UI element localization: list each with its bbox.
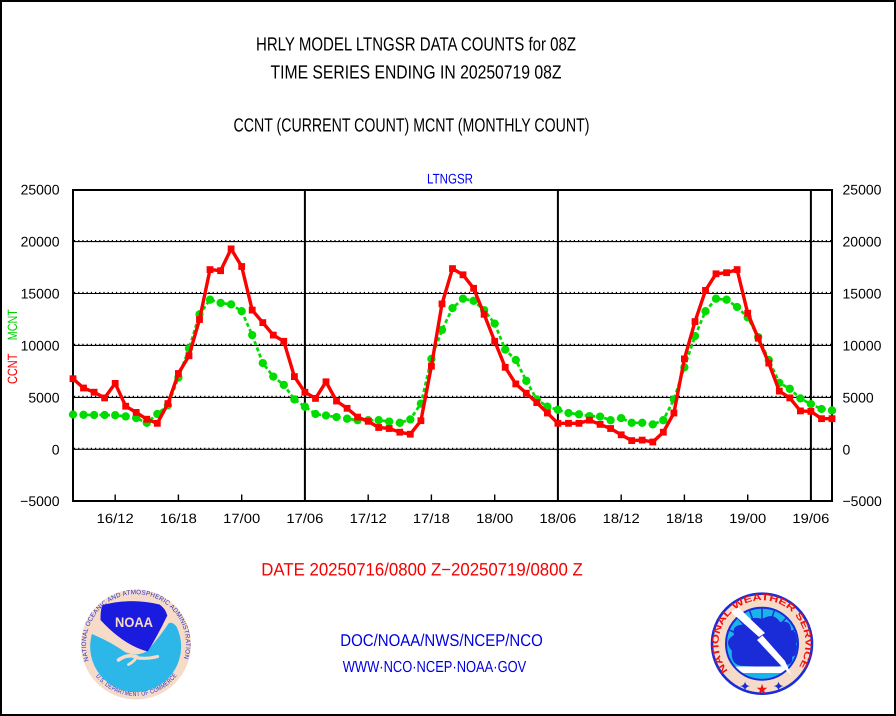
svg-text:WWW·NCO·NCEP·NOAA·GOV: WWW·NCO·NCEP·NOAA·GOV — [343, 659, 527, 676]
svg-text:5000: 5000 — [843, 389, 874, 405]
svg-text:18/12: 18/12 — [603, 511, 640, 526]
svg-text:5000: 5000 — [28, 389, 59, 405]
svg-text:18/06: 18/06 — [539, 511, 576, 526]
svg-text:TIME SERIES ENDING IN 20250719: TIME SERIES ENDING IN 20250719 08Z — [271, 63, 562, 84]
svg-text:20000: 20000 — [21, 234, 60, 250]
svg-text:16/12: 16/12 — [97, 511, 134, 526]
svg-text:MCNT: MCNT — [5, 309, 20, 340]
svg-text:CCNT (CURRENT COUNT) MCNT (MON: CCNT (CURRENT COUNT) MCNT (MONTHLY COUNT… — [234, 116, 590, 137]
svg-text:LTNGSR: LTNGSR — [427, 171, 473, 187]
svg-text:20000: 20000 — [843, 234, 882, 250]
svg-text:19/06: 19/06 — [792, 511, 829, 526]
svg-text:16/18: 16/18 — [160, 511, 197, 526]
svg-text:0: 0 — [52, 441, 60, 457]
svg-text:✦: ✦ — [739, 679, 751, 694]
svg-text:✦: ✦ — [773, 679, 785, 694]
svg-text:18/18: 18/18 — [666, 511, 703, 526]
svg-text:25000: 25000 — [843, 182, 882, 198]
svg-text:10000: 10000 — [21, 337, 60, 353]
svg-text:−5000: −5000 — [843, 493, 883, 509]
svg-text:DATE 20250716/0800 Z−20250719/: DATE 20250716/0800 Z−20250719/0800 Z — [261, 560, 583, 580]
svg-text:19/00: 19/00 — [729, 511, 766, 526]
svg-text:15000: 15000 — [21, 286, 60, 302]
svg-text:★: ★ — [756, 681, 769, 697]
svg-text:10000: 10000 — [843, 337, 882, 353]
svg-text:18/00: 18/00 — [476, 511, 513, 526]
svg-text:25000: 25000 — [21, 182, 60, 198]
svg-text:HRLY MODEL LTNGSR DATA COUNTS: HRLY MODEL LTNGSR DATA COUNTS for 08Z — [256, 35, 576, 56]
svg-text:17/00: 17/00 — [223, 511, 260, 526]
svg-text:−5000: −5000 — [20, 493, 60, 509]
svg-text:17/18: 17/18 — [413, 511, 450, 526]
svg-text:15000: 15000 — [843, 286, 882, 302]
svg-text:0: 0 — [843, 441, 851, 457]
svg-text:17/12: 17/12 — [350, 511, 387, 526]
svg-text:NOAA: NOAA — [115, 615, 153, 630]
svg-text:CCNT: CCNT — [5, 354, 20, 385]
svg-text:DOC/NOAA/NWS/NCEP/NCO: DOC/NOAA/NWS/NCEP/NCO — [340, 631, 543, 650]
svg-text:17/06: 17/06 — [286, 511, 323, 526]
